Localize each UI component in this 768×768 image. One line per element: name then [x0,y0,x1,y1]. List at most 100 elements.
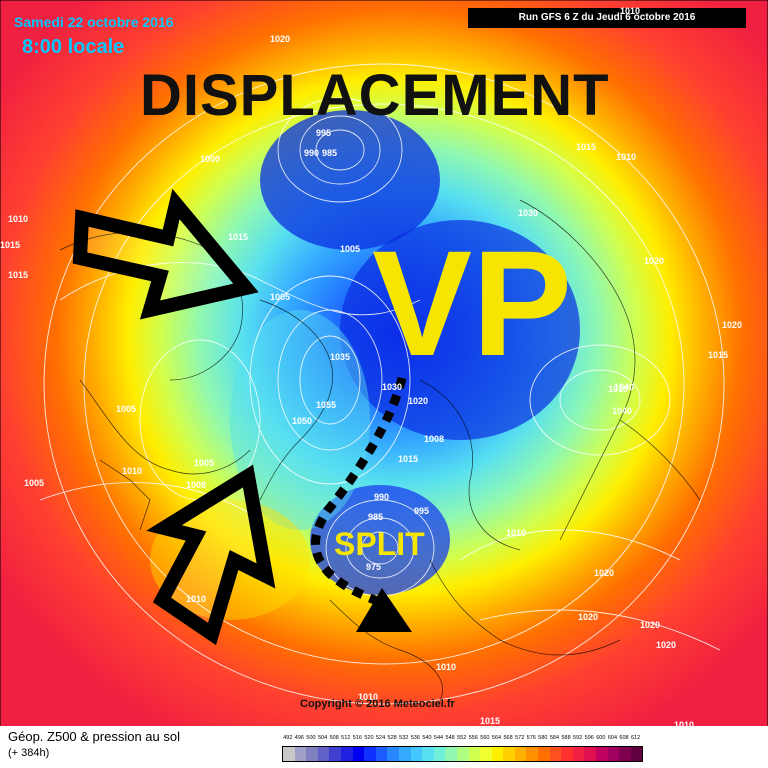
isobar-label: 1015 [480,716,501,726]
isobar-label: 995 [316,128,332,138]
scale-color-cell [514,747,527,761]
scale-tick-label: 536 [410,735,420,741]
scale-color-cell [317,747,330,761]
scale-tick-label: 592 [573,735,583,741]
split-arrowhead [356,588,412,632]
isobar-label: 1010 [122,466,143,476]
isobar-label: 1005 [116,404,137,414]
scale-color-cell [538,747,550,761]
scale-color-cell [596,747,608,761]
model-run-banner: Run GFS 6 Z du Jeudi 6 octobre 2016 [468,8,746,28]
forecast-date: Samedi 22 octobre 2016 [14,14,174,30]
isobar-label: 1020 [408,396,429,406]
isobar-label: 1010 [608,384,629,394]
scale-color-cell [398,747,411,761]
split-path [311,376,407,607]
annotation-title: DISPLACEMENT [140,63,610,128]
isobar-label: 1005 [194,458,215,468]
isobar-label: 985 [368,512,384,522]
isobar-label: 1015 [398,454,419,464]
scale-tick-label: 552 [457,735,467,741]
scale-color-cell [480,747,492,761]
scale-color-cell [468,747,481,761]
ridge-greenland [230,310,370,530]
legend-subtitle: (+ 384h) [8,747,50,759]
scale-color-cell [306,747,318,761]
scale-tick-label: 516 [352,735,362,741]
scale-color-cell [503,747,515,761]
isobar-label: 1015 [576,142,597,152]
displacement-arrow-west [72,188,259,320]
coastlines [59,199,701,701]
scale-color-cell [607,747,620,761]
scale-color-cell [387,747,399,761]
scale-tick-label: 568 [503,735,513,741]
isobar-label: 1015 [708,350,729,360]
scale-color-cell [526,747,539,761]
forecast-time: 8:00 locale [22,36,125,58]
trough-split [310,485,450,595]
isobar-label: 1005 [24,478,45,488]
scale-color-cell [561,747,573,761]
isobar-label: 1010 [436,662,457,672]
scale-tick-label: 580 [538,735,548,741]
isobar-label: 1010 [620,6,641,16]
scale-color-cell [456,747,469,761]
scale-color-cell [329,747,341,761]
isobar-label: 1030 [518,208,539,218]
scale-tick-label: 596 [584,735,594,741]
scale-tick-label: 524 [375,735,386,741]
scale-color-cell [491,747,504,761]
isobar-label: 1010 [186,594,207,604]
isobar-label: 985 [322,148,338,158]
scale-tick-label: 548 [445,735,455,741]
displacement-arrow-south [146,464,276,646]
isobar-label: 1020 [656,640,677,650]
isobar-label: 1008 [424,434,445,444]
isobar-label: 1010 [358,692,379,702]
scale-tick-label: 604 [607,735,618,741]
scale-tick-label: 496 [294,735,304,741]
isobar-label: 1040 [612,406,633,416]
isobar-label: 1020 [594,568,615,578]
scale-tick-label: 572 [515,735,525,741]
isobar-label: 1010 [506,528,527,538]
isobar-label: 995 [414,506,430,516]
scale-color-cell [584,747,597,761]
scale-tick-label: 512 [341,735,351,741]
scale-tick-label: 612 [631,735,641,741]
scale-tick-label: 520 [364,735,374,741]
scale-tick-label: 508 [329,735,339,741]
scale-tick-label: 544 [433,735,444,741]
color-scale-bar [282,746,644,762]
trough-north [260,110,440,250]
isobar-label: 1020 [640,620,661,630]
annotation-vp: VP [372,219,573,387]
scale-color-cell [445,747,457,761]
isobar-label: 1040 [614,382,635,392]
scale-tick-label: 500 [306,735,316,741]
scale-color-cell [410,747,423,761]
scale-tick-label: 600 [596,735,606,741]
isobar-label: 1055 [316,400,337,410]
scale-tick-label: 540 [422,735,432,741]
isobar-label: 1015 [0,240,21,250]
scale-color-cell [619,747,631,761]
isobar-label: 1005 [270,292,291,302]
scale-tick-label: 528 [387,735,397,741]
scale-tick-label: 492 [283,735,293,741]
isobar-label: 1000 [200,154,221,164]
isobar-label: 990 [374,492,390,502]
scale-tick-label: 564 [491,735,502,741]
scale-tick-label: 560 [480,735,490,741]
isobar-label: 1015 [228,232,249,242]
scale-color-cell [422,747,434,761]
isobar-label: 975 [366,562,382,572]
isobar-label: 1020 [578,612,599,622]
isobar-label: 990 [304,148,320,158]
scale-tick-label: 556 [468,735,478,741]
scale-tick-label: 532 [399,735,409,741]
isobar-label: 1008 [186,480,207,490]
isobar-label: 1020 [270,34,291,44]
